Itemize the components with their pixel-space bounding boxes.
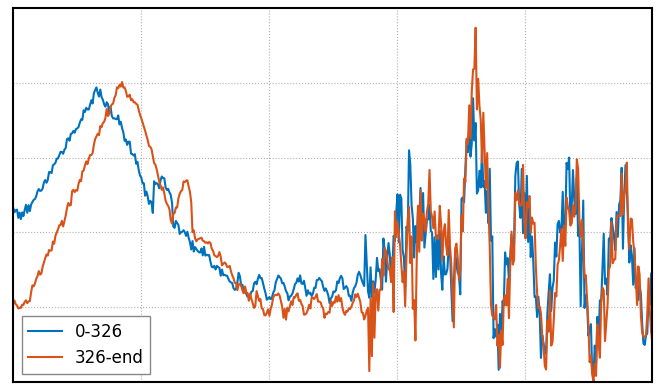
326-end	[317, 300, 325, 305]
0-326	[636, 283, 644, 288]
326-end	[313, 292, 321, 296]
0-326	[314, 278, 322, 282]
326-end	[9, 302, 17, 307]
326-end	[389, 310, 397, 314]
326-end	[472, 25, 480, 30]
326-end	[534, 306, 542, 310]
Line: 326-end: 326-end	[13, 28, 652, 381]
326-end	[590, 379, 598, 383]
Line: 0-326: 0-326	[13, 87, 652, 377]
326-end	[636, 272, 644, 277]
326-end	[648, 342, 656, 346]
0-326	[534, 294, 542, 299]
0-326	[92, 85, 100, 90]
0-326	[590, 374, 598, 379]
0-326	[648, 292, 656, 296]
0-326	[391, 239, 399, 243]
Legend: 0-326, 326-end: 0-326, 326-end	[22, 316, 150, 374]
0-326	[318, 279, 326, 284]
326-end	[355, 295, 363, 300]
0-326	[9, 205, 17, 210]
0-326	[357, 273, 364, 277]
